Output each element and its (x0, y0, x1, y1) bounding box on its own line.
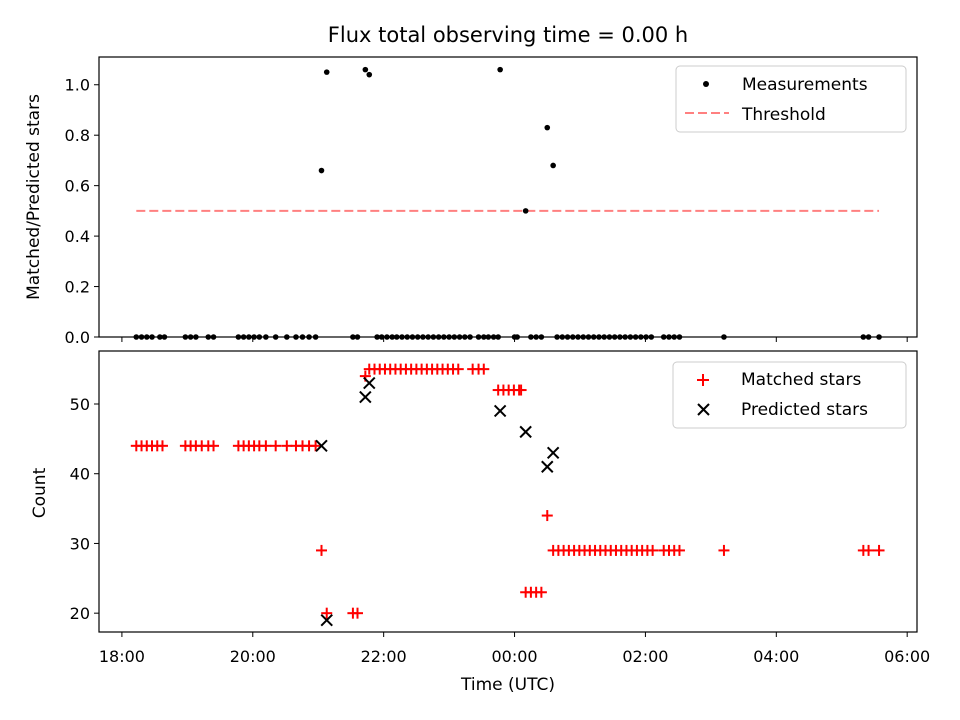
predicted-star-stroke-b (315, 439, 328, 453)
matched-star-point (315, 544, 327, 556)
matched-star-point (351, 607, 363, 619)
matched-star-point (310, 440, 322, 452)
measurement-point (318, 167, 325, 174)
matched-star-point (647, 544, 659, 556)
bottom-y-ticks: 20 30 40 50 (70, 395, 99, 623)
predicted-star-point (359, 390, 372, 404)
top-y-tick-label: 0.2 (65, 278, 90, 297)
matched-star-point (515, 384, 527, 396)
matched-star-point (541, 510, 553, 522)
matched-star-point (718, 544, 730, 556)
legend-threshold-label: Threshold (741, 105, 826, 125)
top-legend-box (675, 65, 907, 133)
bottom-legend: Matched stars Predicted stars (672, 361, 907, 429)
measurement-point (366, 71, 373, 78)
matched-star-point (673, 544, 685, 556)
matched-star-point (535, 586, 547, 598)
bottom-y-tick-label: 20 (70, 604, 90, 623)
measurement-point (323, 69, 330, 75)
measurement-point (544, 124, 551, 131)
predicted-star-stroke-b (519, 425, 532, 439)
legend-measurements-marker (703, 81, 709, 87)
predicted-star-point (315, 439, 328, 453)
predicted-star-point (493, 404, 507, 418)
matched-star-point (270, 440, 282, 452)
top-y-tick-label: 0.6 (65, 177, 90, 196)
top-plot-area (133, 66, 882, 340)
predicted-star-point (320, 613, 333, 627)
bottom-y-tick-label: 50 (70, 395, 90, 414)
x-tick-label: 00:00 (491, 647, 537, 666)
predicted-star-stroke-b (493, 404, 507, 418)
x-tick-label: 18:00 (99, 647, 145, 666)
measurement-point (522, 208, 529, 214)
predicted-star-stroke-b (541, 460, 554, 473)
measurement-point (550, 162, 556, 169)
measurement-point (362, 66, 369, 73)
predicted-star-stroke-b (546, 446, 560, 460)
predicted-star-stroke-b (320, 613, 333, 627)
x-tick-label: 22:00 (361, 647, 407, 666)
matched-star-point (863, 544, 875, 556)
matched-star-point (156, 440, 168, 452)
legend-matched-marker (697, 374, 709, 386)
bottom-plot-area (130, 363, 885, 627)
top-axes-frame (98, 56, 918, 338)
measurement-point (497, 66, 503, 73)
x-tick-label: 20:00 (230, 647, 276, 666)
matched-star-point (873, 544, 885, 556)
top-legend: Measurements Threshold (675, 65, 907, 133)
bottom-legend-box (672, 361, 907, 429)
legend-predicted-marker (697, 403, 710, 416)
x-tick-label: 04:00 (753, 647, 799, 666)
bottom-axes-frame (98, 350, 918, 633)
top-y-tick-label: 0.4 (65, 227, 90, 246)
top-y-tick-label: 1.0 (65, 76, 90, 95)
x-axis-ticks: 18:00 20:00 22:00 00:00 02:00 04:00 06:00 (99, 632, 930, 666)
matched-star-point (478, 363, 490, 375)
matched-star-point (208, 440, 220, 452)
top-y-tick-label: 0.8 (65, 126, 90, 145)
top-y-ticks: 0.0 0.2 0.4 0.6 0.8 1.0 (65, 76, 908, 347)
predicted-star-point (541, 460, 554, 473)
chart-title: Flux total observing time = 0.00 h (328, 23, 688, 47)
predicted-star-point (546, 446, 560, 460)
bottom-y-axis-title: Count (30, 467, 50, 518)
legend-measurements-label: Measurements (742, 75, 868, 95)
top-y-tick-label: 0.0 (65, 328, 90, 347)
matched-star-point (260, 440, 272, 452)
predicted-star-point (519, 425, 532, 439)
x-tick-label: 02:00 (622, 647, 668, 666)
top-y-axis-title: Matched/Predicted stars (24, 94, 44, 300)
predicted-star-stroke-b (359, 390, 372, 404)
x-tick-label: 06:00 (884, 647, 930, 666)
x-axis-title: Time (UTC) (460, 675, 555, 695)
predicted-star-point (363, 376, 376, 390)
legend-matched-label: Matched stars (741, 370, 861, 390)
matched-star-point (452, 363, 464, 375)
bottom-y-tick-label: 40 (70, 465, 90, 484)
matched-star-point (321, 607, 333, 619)
bottom-y-tick-label: 30 (70, 534, 90, 553)
predicted-star-stroke-b (363, 376, 376, 390)
legend-predicted-label: Predicted stars (741, 400, 868, 420)
